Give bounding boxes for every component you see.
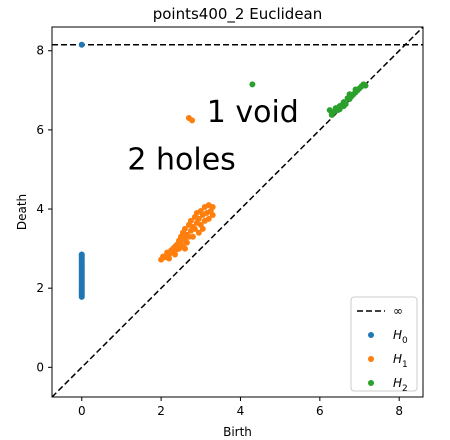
- data-point-h1: [195, 229, 202, 236]
- data-point-h1: [181, 225, 188, 232]
- chart-title: points400_2 Euclidean: [153, 5, 323, 24]
- data-point-h1: [209, 204, 216, 211]
- y-tick-label: 6: [36, 123, 44, 137]
- data-point-h1: [189, 233, 196, 240]
- x-tick-label: 2: [157, 404, 165, 418]
- plot-frame: [51, 26, 424, 398]
- legend-marker-h2: [368, 380, 374, 386]
- data-point-h1: [183, 239, 190, 246]
- data-point-h1: [189, 117, 196, 124]
- data-point-h2: [340, 103, 347, 110]
- data-point-h1: [209, 211, 216, 218]
- y-tick-label: 8: [36, 44, 44, 58]
- annotation-label: 1 void: [207, 95, 299, 130]
- y-axis-label: Death: [15, 194, 29, 230]
- data-point-h0: [78, 41, 85, 48]
- data-point-h1: [181, 245, 188, 252]
- data-point-h1: [187, 217, 194, 224]
- data-point-h1: [205, 215, 212, 222]
- data-point-h1: [199, 225, 206, 232]
- x-tick-label: 6: [316, 404, 324, 418]
- data-point-h1: [191, 225, 198, 232]
- annotation-label: 2 holes: [127, 142, 235, 177]
- y-tick-label: 4: [36, 202, 44, 216]
- data-point-h1: [175, 245, 182, 252]
- data-point-h0: [78, 251, 85, 258]
- data-point-h2: [346, 91, 353, 98]
- legend-marker-h1: [368, 356, 374, 362]
- legend-marker-h0: [368, 332, 374, 338]
- data-point-h2: [249, 81, 256, 88]
- y-tick-label: 0: [36, 360, 44, 374]
- data-point-h1: [166, 255, 173, 262]
- x-axis-label: Birth: [223, 425, 252, 439]
- data-point-h2: [352, 86, 359, 93]
- legend-box: [350, 296, 418, 392]
- y-tick-label: 2: [36, 281, 44, 295]
- legend-infinity-label: ∞: [393, 304, 403, 318]
- data-point-h2: [362, 82, 369, 89]
- x-tick-label: 0: [78, 404, 86, 418]
- x-tick-label: 8: [395, 404, 403, 418]
- data-point-h1: [195, 215, 202, 222]
- data-point-h1: [172, 251, 179, 258]
- x-tick-label: 4: [237, 404, 245, 418]
